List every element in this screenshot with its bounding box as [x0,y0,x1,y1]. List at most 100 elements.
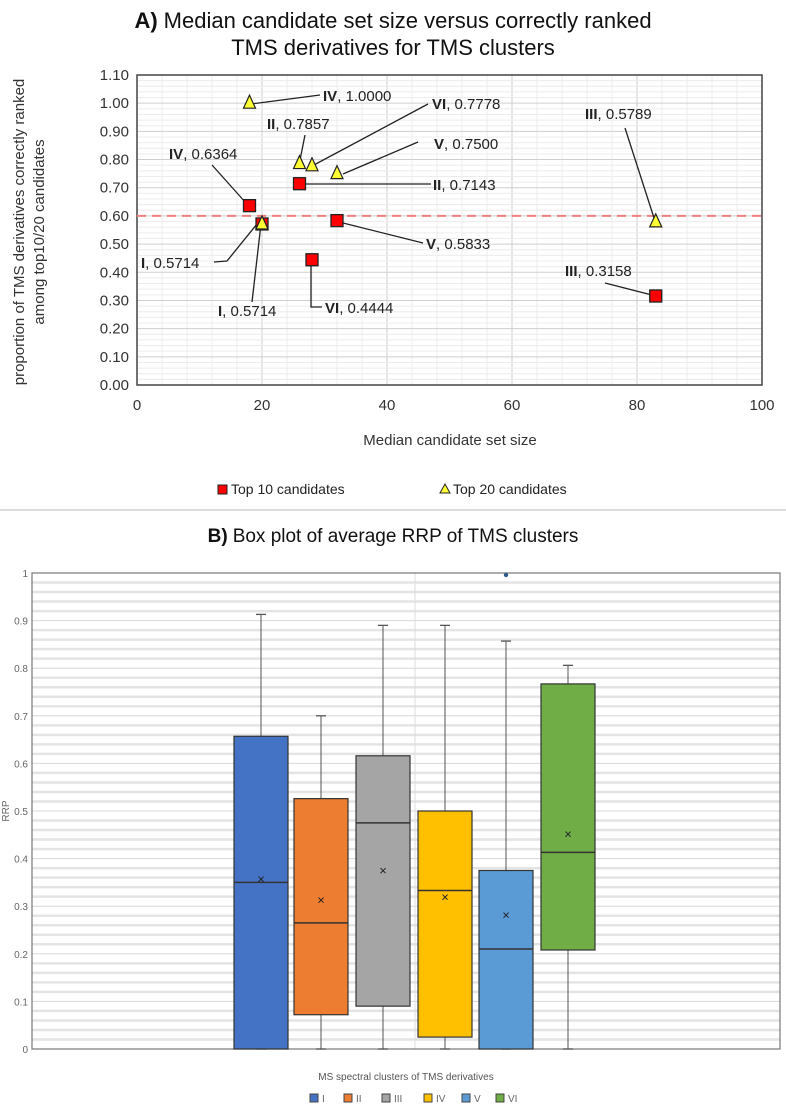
point-annotation: IV, 0.6364 [169,146,237,163]
y-tick-label: 0.1 [14,997,28,1008]
plot-area [137,75,762,385]
y-tick-label: 0.40 [100,264,129,281]
y-tick-label: 1.00 [100,95,129,112]
annotation-leader [311,103,429,167]
point-annotation: III, 0.3158 [565,263,632,280]
chart-b-title: B) Box plot of average RRP of TMS cluster… [208,526,579,547]
chart-a-title: A) Median candidate set size versus corre… [134,8,651,33]
y-tick-label: 0.50 [100,236,129,253]
legend-swatch [461,1093,471,1103]
top20-marker [305,156,319,172]
point-annotation: VI, 0.7778 [432,96,500,113]
point-annotation: V, 0.7500 [434,136,498,153]
annotation-value: , 0.6364 [183,146,237,163]
annotation-cluster: V [426,236,436,253]
top20-marker [255,214,269,230]
box-I [233,735,289,1050]
chart-a-xlabel: Median candidate set size [363,432,536,449]
y-tick-label: 0.6 [14,759,28,770]
x-tick-label: 0 [133,397,141,414]
annotation-leader [299,134,306,161]
chart-b-xlabel: MS spectral clusters of TMS derivatives [318,1072,493,1083]
legend-label: I [322,1094,325,1105]
plot-border [136,74,763,386]
legend-label: Top 20 candidates [453,481,567,497]
top20-marker [292,154,307,170]
mean-marker: × [564,826,572,841]
legend-label: V [474,1094,481,1105]
chart-a-title-part: A) [134,8,157,33]
annotation-cluster: V [434,136,444,153]
y-tick-label: 0.70 [100,180,129,197]
y-tick-label: 0.9 [14,617,28,628]
annotation-cluster: VI [432,96,446,113]
annotation-leader [250,94,321,105]
chart-a-legend: Top 10 candidates Top 20 candidates [217,481,567,497]
annotation-cluster: II [267,116,275,133]
annotation-cluster: I [141,255,145,272]
top10-marker [292,177,307,191]
annotation-leader [624,127,656,222]
x-tick-label: 40 [379,397,396,414]
top20-marker [242,93,257,109]
point-annotation: I, 0.5714 [141,255,199,272]
top10-marker [330,213,344,228]
annotation-value: , 1.0000 [337,88,391,105]
legend-swatch [495,1093,505,1103]
top10-marker [305,253,319,267]
annotation-value: , 0.5714 [145,255,199,272]
annotation-leader [604,282,653,296]
point-annotation: II, 0.7143 [433,177,496,194]
y-tick-label: 0.30 [100,292,129,309]
chart-b-title-text: Box plot of average RRP of TMS clusters [233,526,579,547]
legend-label: II [356,1094,362,1105]
chart-a-ylabel-line2: among top10/20 candidates [31,139,48,324]
annotation-value: , 0.7778 [446,96,500,113]
point-annotation: VI, 0.4444 [325,300,393,317]
box-II [293,798,349,1016]
box-V [478,869,534,1050]
point-annotation: IV, 1.0000 [323,88,391,105]
chart-a-ylabel: proportion of TMS derivatives correctly … [11,79,48,386]
legend-label: III [394,1094,402,1105]
point-annotation: III, 0.5789 [585,106,652,123]
legend-label: Top 10 candidates [231,481,345,497]
plot-border [31,572,781,1050]
point-annotation: II, 0.7857 [267,116,330,133]
y-tick-label: 0.60 [100,208,129,225]
x-tick-label: 60 [504,397,521,414]
legend-swatch [381,1093,391,1103]
y-tick-label: 0.3 [14,902,28,913]
mean-marker: × [379,863,387,878]
y-tick-label: 1 [22,569,28,580]
mean-marker: × [502,907,510,922]
box-III [355,755,411,1007]
outlier-point [503,572,509,578]
top20-marker [648,212,663,228]
y-tick-label: 0.90 [100,123,129,140]
annotation-leader [213,223,258,263]
annotation-cluster: IV [323,88,337,105]
chart-b-title-part: B) [208,526,228,547]
legend-label: IV [436,1094,446,1105]
annotation-cluster: IV [169,146,183,163]
annotation-cluster: III [585,106,598,123]
top20-marker [330,164,344,180]
annotation-value: , 0.5714 [222,303,276,320]
box-VI [540,683,596,951]
y-tick-label: 0.00 [100,377,129,394]
y-tick-label: 0.4 [14,855,28,866]
y-tick-label: 1.10 [100,67,129,84]
y-tick-label: 0.2 [14,950,28,961]
mean-marker: × [317,893,325,908]
chart-a-title-line1: Median candidate set size versus correct… [164,8,652,33]
legend-swatch [309,1093,319,1103]
annotation-value: , 0.4444 [339,300,393,317]
annotation-leader [251,223,262,303]
top10-marker [242,199,257,213]
chart-b-plot: 0 0.1 0.2 0.3 0.4 0.5 0.6 0.7 0.8 0.9 1 × × × × × × [14,569,781,1056]
y-tick-label: 0.7 [14,712,28,723]
chart-a-plot: 0.00 0.10 0.20 0.30 0.40 0.50 0.60 0.70 0.80 0.90… [100,67,775,414]
annotation-leader [310,262,322,308]
